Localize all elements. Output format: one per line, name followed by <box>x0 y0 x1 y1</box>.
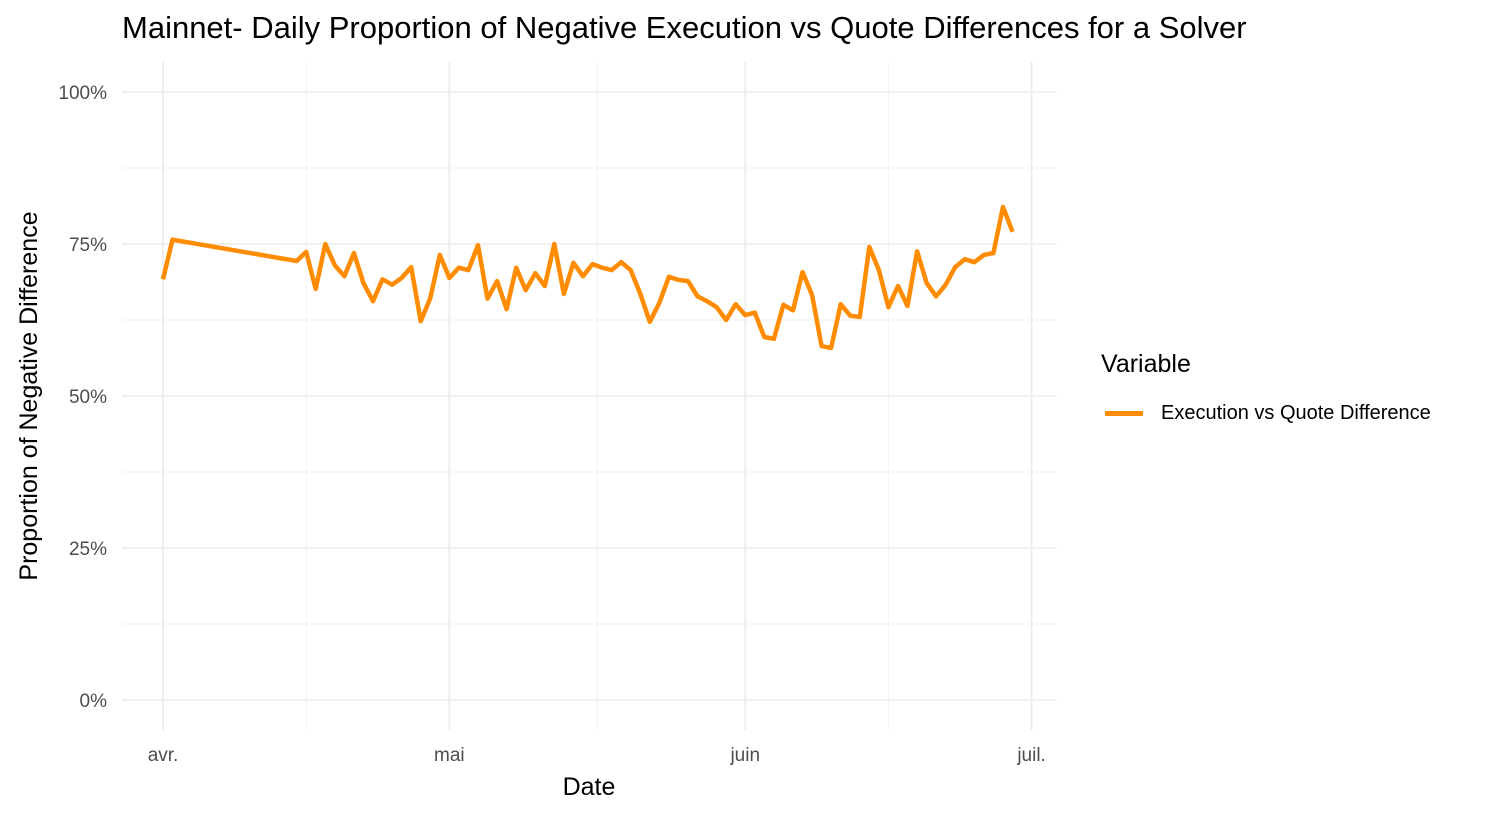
x-axis-title: Date <box>563 773 616 801</box>
y-axis-title: Proportion of Negative Difference <box>15 211 43 580</box>
series-layer <box>160 204 1015 351</box>
x-axis-ticks: avr. mai juin juil. <box>148 745 1046 766</box>
x-tick-label: juin <box>729 745 760 766</box>
chart-title: Mainnet- Daily Proportion of Negative Ex… <box>122 10 1247 45</box>
legend: Variable Execution vs Quote Difference <box>1101 350 1431 424</box>
y-tick-label: 75% <box>69 235 107 256</box>
grid <box>122 62 1057 730</box>
y-tick-label: 25% <box>69 539 107 560</box>
y-tick-label: 100% <box>58 83 107 104</box>
x-tick-label: mai <box>434 745 465 766</box>
y-tick-label: 50% <box>69 387 107 408</box>
legend-swatch <box>1105 411 1143 416</box>
y-tick-label: 0% <box>80 691 108 712</box>
x-tick-label: avr. <box>148 745 179 766</box>
series-line-execution-vs-quote <box>160 204 1015 351</box>
y-axis-ticks: 0% 25% 50% 75% 100% <box>58 83 107 712</box>
legend-title: Variable <box>1101 350 1191 378</box>
legend-item: Execution vs Quote Difference <box>1101 402 1431 425</box>
legend-label: Execution vs Quote Difference <box>1161 402 1431 424</box>
x-tick-label: juil. <box>1016 745 1046 766</box>
